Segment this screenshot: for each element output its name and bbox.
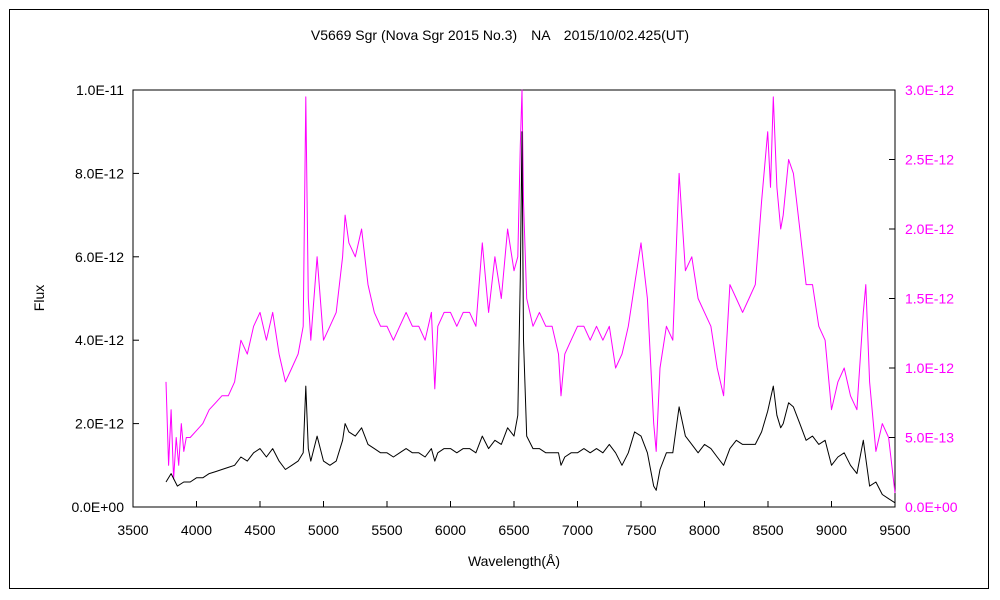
x-tick-label: 7000: [562, 522, 593, 538]
x-axis: 3500 4000 4500 5000 5500 6000 6500 7000 7500 8000…: [117, 501, 911, 538]
x-tick-label: 6000: [435, 522, 466, 538]
y-tick-label: 0.0E+00: [71, 499, 124, 515]
y-axis-label: Flux: [31, 285, 47, 311]
x-tick-label: 9500: [879, 522, 910, 538]
x-tick-label: 8000: [689, 522, 720, 538]
y2-tick-label: 2.0E-12: [905, 221, 954, 237]
y-tick-label: 8.0E-12: [75, 165, 124, 181]
y2-tick-label: 1.5E-12: [905, 291, 954, 307]
x-tick-label: 4000: [181, 522, 212, 538]
y-tick-label: 4.0E-12: [75, 332, 124, 348]
y-axis-right: 0.0E+00 5.0E-13 1.0E-12 1.5E-12 2.0E-12 2.5E-…: [889, 82, 958, 515]
x-tick-label: 3500: [117, 522, 148, 538]
x-tick-label: 5000: [308, 522, 339, 538]
x-axis-label: Wavelength(Å): [468, 553, 560, 569]
x-tick-label: 6500: [498, 522, 529, 538]
series-black-line: [165, 131, 896, 504]
y2-tick-label: 5.0E-13: [905, 430, 954, 446]
y-tick-label: 2.0E-12: [75, 416, 124, 432]
y-tick-label: 1.0E-11: [76, 82, 124, 98]
y2-tick-label: 1.0E-12: [905, 360, 954, 376]
x-tick-label: 8500: [752, 522, 783, 538]
chart-frame: [9, 9, 989, 589]
x-tick-label: 4500: [244, 522, 275, 538]
series-layer: [165, 89, 896, 504]
chart-title: V5669 Sgr (Nova Sgr 2015 No.3) NA 2015/1…: [311, 27, 689, 43]
y2-tick-label: 0.0E+00: [905, 499, 958, 515]
y2-tick-label: 2.5E-12: [905, 152, 954, 168]
x-tick-label: 5500: [371, 522, 402, 538]
plot-area: [132, 89, 896, 508]
y-tick-label: 6.0E-12: [75, 249, 124, 265]
x-tick-label: 7500: [625, 522, 656, 538]
series-magenta-line: [165, 89, 896, 494]
y-axis-left: 0.0E+00 2.0E-12 4.0E-12 6.0E-12 8.0E-12 1.0E-…: [71, 82, 139, 515]
y2-tick-label: 3.0E-12: [905, 82, 954, 98]
x-tick-label: 9000: [816, 522, 847, 538]
